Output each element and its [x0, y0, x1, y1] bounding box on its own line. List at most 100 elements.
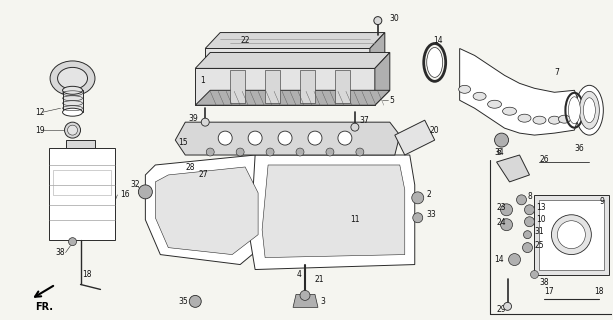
Polygon shape — [370, 33, 385, 68]
Text: 25: 25 — [535, 241, 544, 250]
Polygon shape — [539, 200, 604, 269]
Ellipse shape — [579, 91, 600, 129]
Text: 6: 6 — [497, 148, 501, 156]
Ellipse shape — [63, 108, 83, 116]
Text: 11: 11 — [350, 215, 359, 224]
Text: 23: 23 — [497, 203, 506, 212]
Ellipse shape — [549, 116, 560, 124]
Text: 29: 29 — [497, 305, 506, 314]
Text: 39: 39 — [188, 114, 198, 123]
Polygon shape — [265, 70, 280, 103]
Text: 12: 12 — [36, 108, 45, 117]
Text: 4: 4 — [297, 270, 302, 279]
Circle shape — [206, 148, 214, 156]
Text: 16: 16 — [120, 190, 130, 199]
Circle shape — [296, 148, 304, 156]
Circle shape — [201, 118, 209, 126]
Polygon shape — [293, 294, 318, 307]
Ellipse shape — [518, 114, 531, 122]
Polygon shape — [250, 155, 415, 269]
Text: 27: 27 — [198, 171, 208, 180]
Circle shape — [189, 295, 201, 307]
Polygon shape — [155, 167, 258, 255]
Polygon shape — [196, 90, 390, 105]
Circle shape — [552, 215, 592, 255]
Circle shape — [522, 243, 533, 252]
Text: 38: 38 — [539, 278, 549, 287]
Circle shape — [278, 131, 292, 145]
Polygon shape — [196, 52, 390, 68]
Text: 5: 5 — [390, 96, 395, 105]
Ellipse shape — [58, 68, 88, 89]
Text: 15: 15 — [178, 138, 188, 147]
Polygon shape — [230, 70, 245, 103]
Ellipse shape — [63, 86, 83, 94]
Text: 8: 8 — [528, 192, 532, 201]
Circle shape — [530, 270, 538, 278]
Circle shape — [495, 133, 509, 147]
Ellipse shape — [584, 98, 595, 123]
Ellipse shape — [487, 100, 501, 108]
Text: 28: 28 — [185, 164, 195, 172]
Ellipse shape — [459, 85, 471, 93]
Ellipse shape — [473, 92, 486, 100]
Text: 19: 19 — [36, 126, 45, 135]
Text: 26: 26 — [539, 156, 549, 164]
Text: 30: 30 — [390, 14, 400, 23]
Polygon shape — [497, 155, 530, 182]
Circle shape — [338, 131, 352, 145]
Circle shape — [139, 185, 153, 199]
Text: 18: 18 — [83, 270, 92, 279]
Text: 24: 24 — [497, 218, 506, 227]
Text: 31: 31 — [535, 227, 544, 236]
Polygon shape — [395, 120, 435, 155]
Circle shape — [69, 238, 77, 246]
Circle shape — [525, 217, 535, 227]
Circle shape — [413, 213, 423, 223]
Polygon shape — [205, 49, 370, 68]
Text: 14: 14 — [495, 255, 504, 264]
Polygon shape — [375, 52, 390, 105]
Circle shape — [326, 148, 334, 156]
Circle shape — [501, 204, 512, 216]
Polygon shape — [48, 148, 115, 240]
Circle shape — [236, 148, 244, 156]
Text: 17: 17 — [544, 287, 554, 296]
Ellipse shape — [503, 107, 517, 115]
Polygon shape — [196, 68, 375, 105]
Circle shape — [266, 148, 274, 156]
Circle shape — [503, 302, 511, 310]
Text: 2: 2 — [427, 190, 432, 199]
Polygon shape — [460, 49, 581, 135]
Polygon shape — [535, 195, 609, 275]
Text: 21: 21 — [315, 275, 324, 284]
Circle shape — [501, 219, 512, 231]
Text: 35: 35 — [178, 297, 188, 306]
Text: 9: 9 — [600, 197, 604, 206]
Text: 14: 14 — [433, 36, 443, 45]
Circle shape — [356, 148, 364, 156]
Circle shape — [64, 122, 80, 138]
Ellipse shape — [427, 47, 443, 77]
Circle shape — [351, 123, 359, 131]
Text: 36: 36 — [574, 144, 584, 153]
Text: 33: 33 — [427, 210, 436, 219]
Text: 22: 22 — [240, 36, 249, 45]
Text: 37: 37 — [360, 116, 370, 125]
Circle shape — [509, 253, 520, 266]
Circle shape — [218, 131, 232, 145]
Circle shape — [308, 131, 322, 145]
Ellipse shape — [50, 61, 95, 96]
Text: 7: 7 — [554, 68, 559, 77]
Ellipse shape — [576, 85, 603, 135]
Text: 13: 13 — [536, 203, 546, 212]
Polygon shape — [175, 122, 400, 155]
Polygon shape — [335, 70, 350, 103]
Circle shape — [525, 205, 535, 215]
Circle shape — [412, 192, 424, 204]
Ellipse shape — [533, 116, 546, 124]
Circle shape — [557, 221, 585, 249]
Polygon shape — [66, 140, 96, 148]
Ellipse shape — [568, 97, 581, 124]
Text: 18: 18 — [595, 287, 604, 296]
